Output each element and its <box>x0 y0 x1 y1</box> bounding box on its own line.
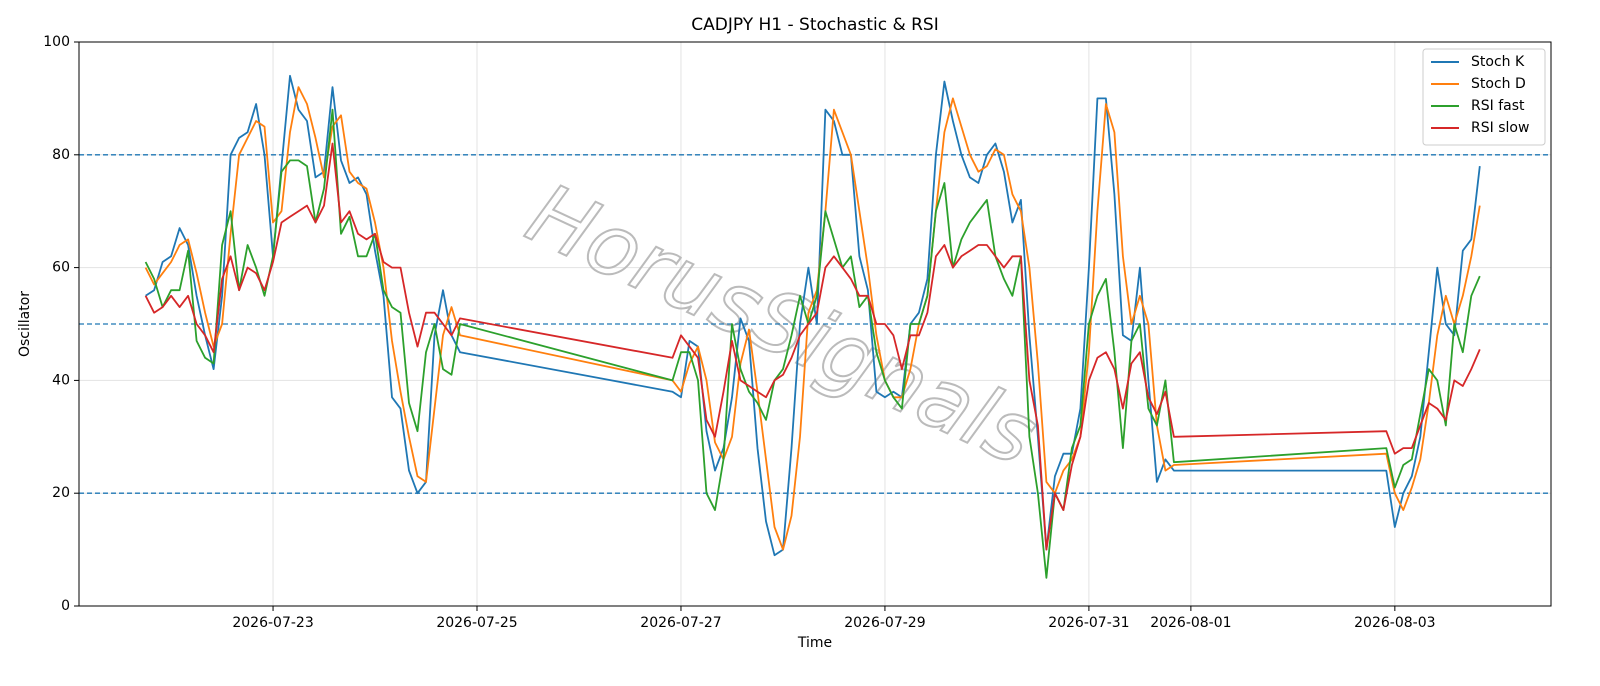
x-tick-label: 2026-07-29 <box>844 615 925 631</box>
series-line <box>144 142 1481 551</box>
x-axis-label: Time <box>797 635 832 651</box>
legend-label: RSI fast <box>1471 98 1525 114</box>
plot-frame <box>78 41 1552 607</box>
x-tick-label: 2026-08-01 <box>1150 615 1231 631</box>
series-line <box>145 74 1481 557</box>
series-line <box>144 86 1481 551</box>
series-line <box>144 108 1481 579</box>
x-tick-label: 2026-07-27 <box>640 615 721 631</box>
x-tick-label: 2026-07-23 <box>232 615 313 631</box>
x-tick-label: 2026-07-25 <box>436 615 517 631</box>
legend-label: Stoch K <box>1471 54 1525 70</box>
x-tick-label: 2026-08-03 <box>1354 615 1435 631</box>
x-tick-label: 2026-07-31 <box>1048 615 1129 631</box>
chart-title: CADJPY H1 - Stochastic & RSI <box>691 15 938 35</box>
y-tick-label: 40 <box>52 372 70 388</box>
y-tick-label: 0 <box>61 598 70 614</box>
legend-box <box>1422 48 1546 146</box>
y-axis-label: Oscillator <box>17 291 33 357</box>
y-tick-label: 100 <box>43 34 70 50</box>
y-tick-label: 60 <box>52 260 70 276</box>
legend-label: RSI slow <box>1471 120 1529 136</box>
y-tick-label: 20 <box>52 485 70 501</box>
y-tick-label: 80 <box>52 147 70 163</box>
legend-label: Stoch D <box>1471 76 1526 92</box>
